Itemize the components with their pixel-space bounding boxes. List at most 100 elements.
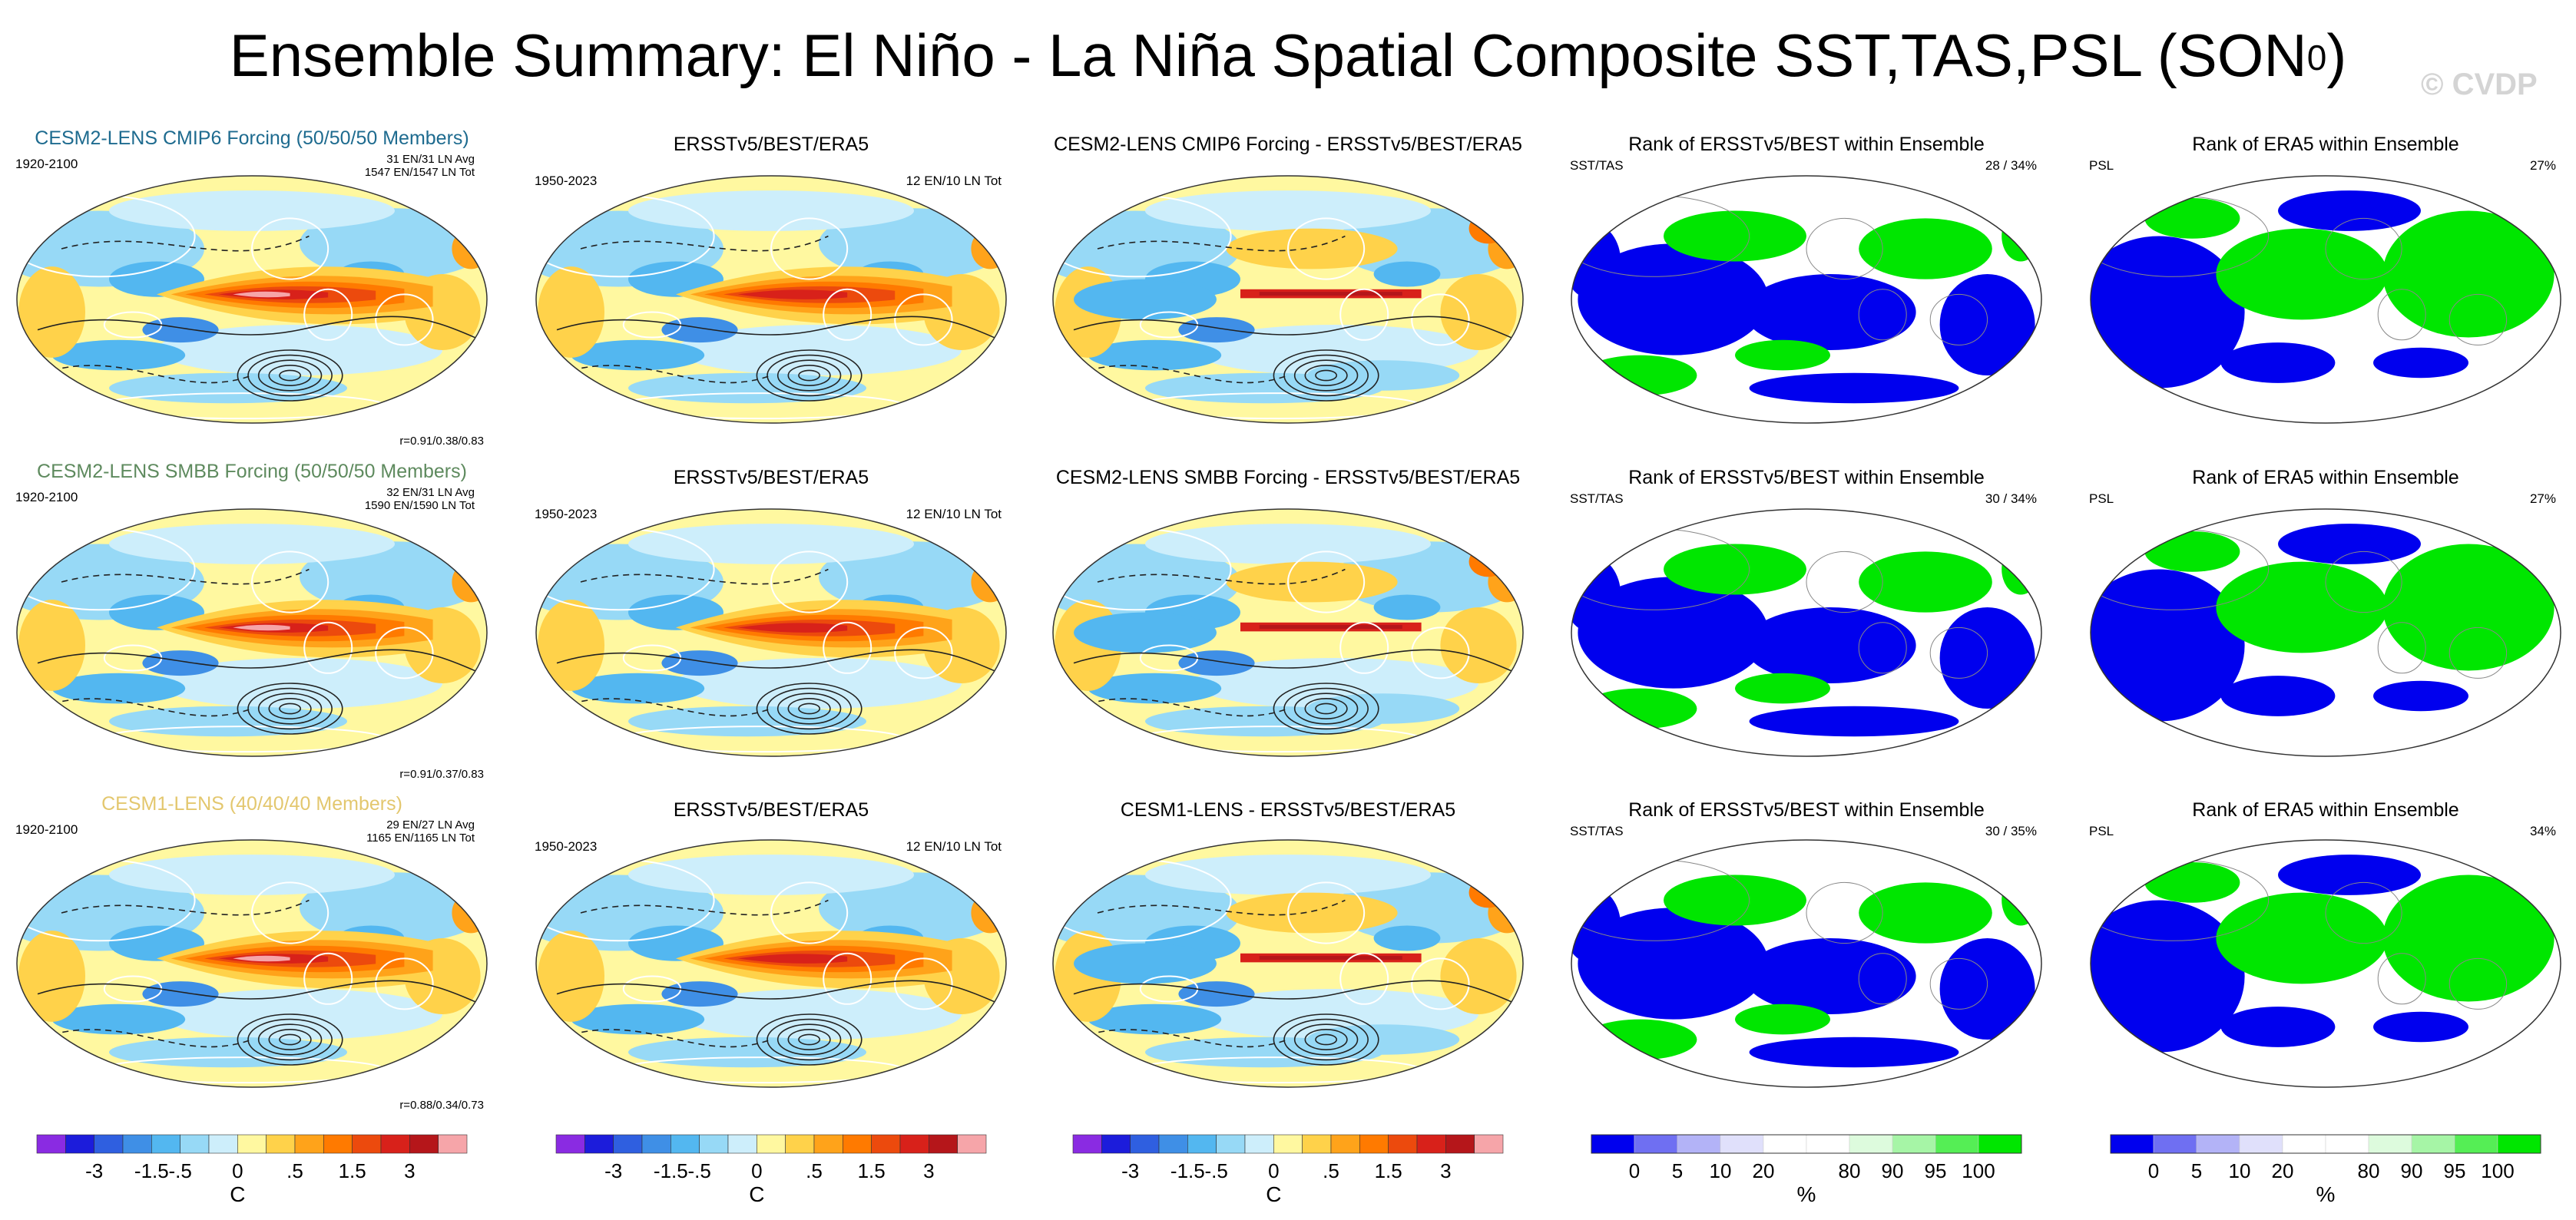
- colorbar-swatch: [37, 1135, 65, 1153]
- colorbar-tick-label: -.5: [677, 1159, 723, 1183]
- colorbar-tick-label: 5: [1654, 1159, 1700, 1183]
- rank-map: [2088, 506, 2564, 759]
- colorbar-tick-label: 95: [2432, 1159, 2478, 1183]
- colorbar-tick-label: 0: [214, 1159, 260, 1183]
- colorbar-tick-label: 0: [2131, 1159, 2177, 1183]
- colorbar-tick-label: .5: [791, 1159, 837, 1183]
- colorbar-swatch: [814, 1135, 843, 1153]
- colorbar-swatch: [1849, 1135, 1892, 1153]
- colorbar-swatch: [1159, 1135, 1187, 1153]
- colorbar-swatch: [123, 1135, 151, 1153]
- colorbar-swatch: [237, 1135, 266, 1153]
- anomaly-colorbar: [556, 1135, 986, 1153]
- colorbar-tick-label: -3: [591, 1159, 637, 1183]
- anomaly-colorbar: [37, 1135, 467, 1153]
- colorbar-swatch: [1131, 1135, 1159, 1153]
- rank2-panel-title: Rank of ERA5 within Ensemble: [2072, 467, 2576, 489]
- obs-panel-title: ERSSTv5/BEST/ERA5: [518, 799, 1025, 822]
- colorbar-unit: C: [1250, 1182, 1296, 1207]
- model-period: 1920-2100: [15, 490, 78, 505]
- anomaly-map: [1050, 173, 1526, 426]
- pattern-correlation: r=0.91/0.38/0.83: [275, 435, 484, 448]
- rank2-label: PSL: [2089, 158, 2114, 174]
- colorbar-swatch: [1591, 1135, 1634, 1153]
- colorbar-swatch: [180, 1135, 209, 1153]
- colorbar-swatch: [209, 1135, 237, 1153]
- colorbar-swatch: [1245, 1135, 1273, 1153]
- colorbar-swatch: [1935, 1135, 1978, 1153]
- colorbar-tick-label: .5: [272, 1159, 318, 1183]
- colorbar-tick-label: 100: [1955, 1159, 2002, 1183]
- colorbar-swatch: [900, 1135, 929, 1153]
- model-stat-line: 32 EN/31 LN Avg: [275, 486, 475, 499]
- rank2-value: 27%: [2379, 158, 2556, 174]
- rank-map: [1568, 837, 2045, 1090]
- colorbar-swatch: [1073, 1135, 1101, 1153]
- rank1-label: SST/TAS: [1570, 491, 1624, 507]
- colorbar-swatch: [1217, 1135, 1245, 1153]
- model-stat-line: 31 EN/31 LN Avg: [275, 153, 475, 166]
- anomaly-map: [533, 837, 1009, 1090]
- obs-panel-title: ERSSTv5/BEST/ERA5: [518, 134, 1025, 156]
- colorbar-tick-label: 90: [2389, 1159, 2435, 1183]
- cvdp-watermark: © CVDP: [2421, 68, 2538, 102]
- colorbar-swatch: [2369, 1135, 2412, 1153]
- colorbar-unit: C: [733, 1182, 780, 1207]
- page-title: Ensemble Summary: El Niño - La Niña Spat…: [0, 17, 2576, 102]
- colorbar-tick-label: 90: [1869, 1159, 1915, 1183]
- rank2-panel-title: Rank of ERA5 within Ensemble: [2072, 134, 2576, 156]
- rank-map: [2088, 837, 2564, 1090]
- colorbar-tick-label: 3: [386, 1159, 432, 1183]
- rank-map: [2088, 173, 2564, 426]
- anomaly-map: [1050, 506, 1526, 759]
- diff-panel-title: CESM2-LENS SMBB Forcing - ERSSTv5/BEST/E…: [1035, 467, 1541, 489]
- colorbar-swatch: [2326, 1135, 2369, 1153]
- rank-colorbar: [2111, 1135, 2541, 1153]
- colorbar-swatch: [1445, 1135, 1474, 1153]
- colorbar-tick-label: 0: [1250, 1159, 1296, 1183]
- rank-map-fill: [1564, 506, 2045, 759]
- colorbar-swatch: [2412, 1135, 2455, 1153]
- colorbar-tick-label: 20: [1740, 1159, 1786, 1183]
- colorbar-swatch: [700, 1135, 728, 1153]
- colorbar-swatch: [1892, 1135, 1935, 1153]
- anomaly-colorbar: [1073, 1135, 1503, 1153]
- colorbar-unit: C: [214, 1182, 260, 1207]
- colorbar-tick-label: 1.5: [1366, 1159, 1412, 1183]
- colorbar-swatch: [2111, 1135, 2154, 1153]
- rank1-panel-title: Rank of ERSSTv5/BEST within Ensemble: [1553, 134, 2060, 156]
- colorbar-swatch: [295, 1135, 323, 1153]
- colorbar-swatch: [409, 1135, 438, 1153]
- colorbar-swatch: [728, 1135, 757, 1153]
- colorbar-tick-label: -.5: [1194, 1159, 1240, 1183]
- rank2-panel-title: Rank of ERA5 within Ensemble: [2072, 799, 2576, 822]
- colorbar-swatch: [642, 1135, 670, 1153]
- colorbar-swatch: [2240, 1135, 2283, 1153]
- diff-panel-title: CESM2-LENS CMIP6 Forcing - ERSSTv5/BEST/…: [1035, 134, 1541, 156]
- model-panel-title: CESM2-LENS SMBB Forcing (50/50/50 Member…: [0, 461, 505, 483]
- rank1-panel-title: Rank of ERSSTv5/BEST within Ensemble: [1553, 467, 2060, 489]
- colorbar-tick-label: 80: [1826, 1159, 1872, 1183]
- rank1-label: SST/TAS: [1570, 158, 1624, 174]
- colorbar-tick-label: 5: [2174, 1159, 2220, 1183]
- colorbar-swatch: [1331, 1135, 1359, 1153]
- colorbar-swatch: [381, 1135, 409, 1153]
- colorbar-swatch: [1475, 1135, 1503, 1153]
- colorbar-tick-label: 95: [1912, 1159, 1958, 1183]
- colorbar-tick-label: 0: [1611, 1159, 1657, 1183]
- colorbar-unit: %: [2303, 1182, 2349, 1207]
- colorbar-swatch: [65, 1135, 94, 1153]
- colorbar-tick-label: 1.5: [329, 1159, 376, 1183]
- colorbar-swatch: [1720, 1135, 1763, 1153]
- model-panel-title: CESM1-LENS (40/40/40 Members): [0, 793, 505, 815]
- colorbar-swatch: [1978, 1135, 2021, 1153]
- colorbar-tick-label: 3: [1422, 1159, 1468, 1183]
- colorbar-tick-label: 3: [906, 1159, 952, 1183]
- colorbar-swatch: [1417, 1135, 1445, 1153]
- colorbar-swatch: [1303, 1135, 1331, 1153]
- rank1-value: 30 / 34%: [1860, 491, 2037, 507]
- colorbar-tick-label: 80: [2346, 1159, 2392, 1183]
- colorbar-swatch: [1101, 1135, 1130, 1153]
- colorbar-swatch: [2455, 1135, 2498, 1153]
- colorbar-tick-label: 0: [733, 1159, 780, 1183]
